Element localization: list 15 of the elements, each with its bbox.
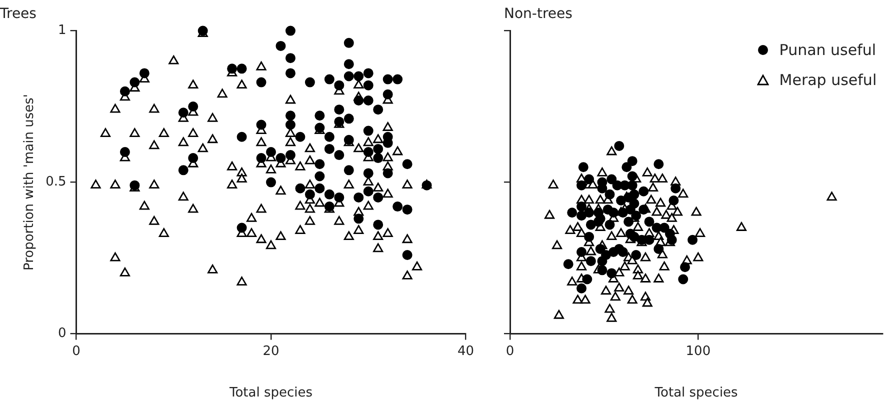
x-tick-label: 0 — [72, 344, 80, 359]
x-tick-label: 100 — [686, 344, 711, 359]
y-tick-label: 1 — [58, 23, 66, 38]
x-axis-title: Total species — [654, 386, 738, 401]
y-tick-label: 0 — [58, 326, 66, 342]
y-tick-label: 0.5 — [46, 174, 66, 190]
legend-label: Merap useful — [779, 70, 877, 91]
x-axis-title: Total species — [228, 386, 313, 401]
y-axis-title: Proportion with 'main uses' — [22, 94, 38, 271]
chart-title: Non-trees — [504, 6, 572, 22]
chart-title: Trees — [0, 6, 36, 22]
x-tick-label: 0 — [506, 344, 514, 359]
x-tick-label: 20 — [262, 344, 280, 359]
x-tick-label: 40 — [457, 344, 474, 359]
legend-label: Punan useful — [779, 40, 876, 61]
